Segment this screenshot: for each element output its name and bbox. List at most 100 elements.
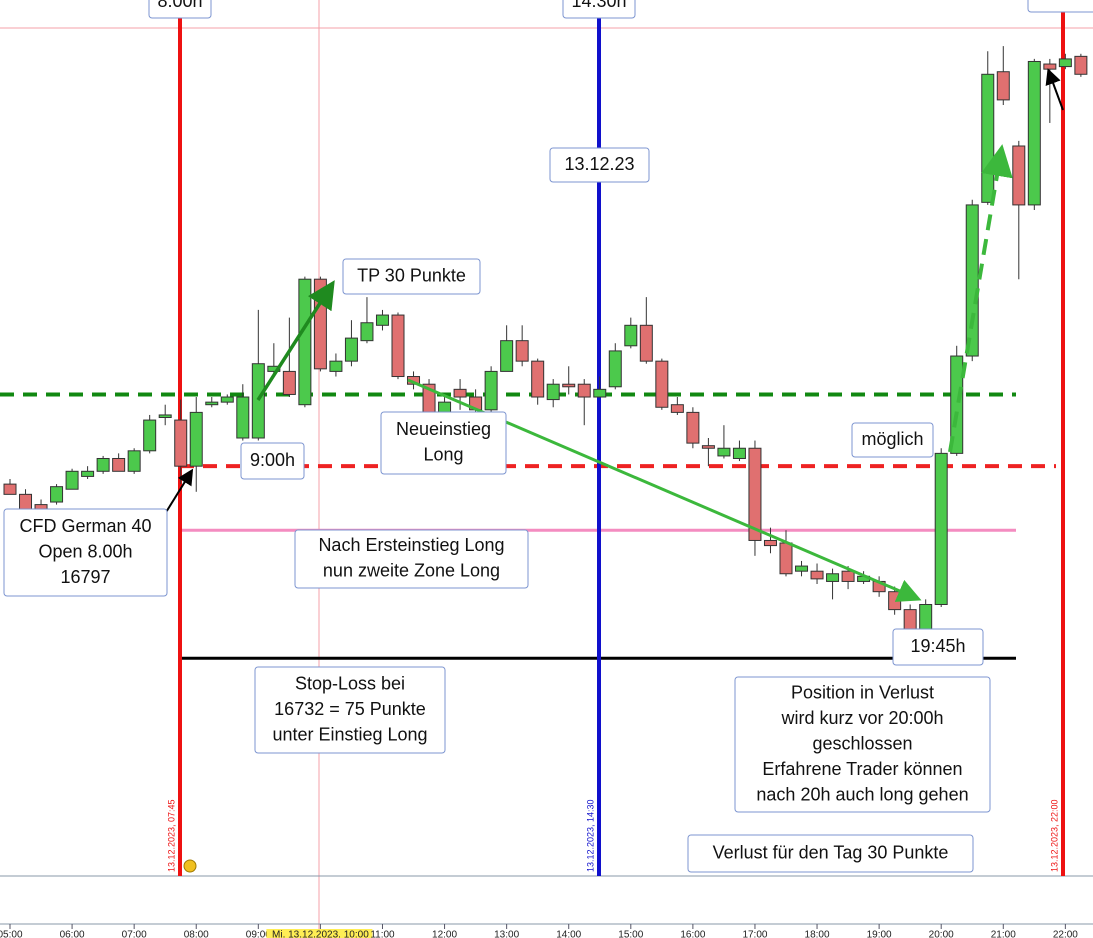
candle-body xyxy=(19,493,33,511)
candle-body xyxy=(50,486,64,503)
x-tick-label: 11:00 xyxy=(370,930,395,938)
candle-body xyxy=(360,322,374,342)
annotation-box xyxy=(294,529,529,589)
candle-body xyxy=(143,419,157,452)
annotation-box xyxy=(734,676,991,813)
candle-body xyxy=(996,71,1010,101)
candle-body xyxy=(484,370,498,411)
annotation-text: unter Einstieg Long xyxy=(272,724,427,744)
annotation-box xyxy=(3,508,168,597)
annotation-text: Open 8.00h xyxy=(38,541,132,561)
x-tick-label: 22:00 xyxy=(1053,930,1078,938)
annotation-text: CFD German 40 xyxy=(19,516,151,536)
candle-body xyxy=(158,414,172,419)
candle-body xyxy=(65,470,79,490)
x-tick-label: 08:00 xyxy=(184,930,209,938)
annotation-box xyxy=(892,628,984,666)
annotation-box xyxy=(687,834,974,873)
candle-body xyxy=(329,360,343,372)
time-axis: 05:00 06:00 07:00 08:00 09:00 Mi. 13.12.2023.… xyxy=(0,924,1078,938)
x-tick-label: 15:00 xyxy=(618,930,643,938)
candle-body xyxy=(127,450,141,472)
label-box xyxy=(562,0,636,19)
annotation-box xyxy=(342,258,481,295)
candle-body xyxy=(686,411,700,444)
candle-body xyxy=(282,370,296,395)
bell-icon xyxy=(183,859,197,873)
candle-body xyxy=(3,483,17,495)
x-tick-label: Mi. 13.12.2023. 10:00 xyxy=(272,930,369,938)
x-tick-label: 13:00 xyxy=(494,930,519,938)
candle-body xyxy=(639,324,653,362)
annotation-text: 16797 xyxy=(60,567,110,587)
candle-body xyxy=(174,419,188,467)
candle-body xyxy=(236,396,250,439)
candle-body xyxy=(531,360,545,398)
x-tick-label: 07:00 xyxy=(122,930,147,938)
x-tick-label: 21:00 xyxy=(991,930,1016,938)
time-tag: 8.00h xyxy=(157,0,202,11)
candle-body xyxy=(298,278,312,406)
annotation-text: 19:45h xyxy=(910,636,965,656)
candle-body xyxy=(375,314,389,326)
annotations: 8.00h 14:30h 13.12.23 TP 30 Punkte Neueinsti… xyxy=(3,0,1093,873)
candle-body xyxy=(670,404,684,413)
candle-body xyxy=(81,470,95,477)
candle-body xyxy=(701,445,715,449)
annotation-text: Long xyxy=(423,445,463,465)
arrow xyxy=(948,144,1013,453)
candle-body xyxy=(608,350,622,388)
candle-body xyxy=(732,447,746,459)
annotation-text: wird kurz vor 20:00h xyxy=(780,708,943,728)
x-tick-label: 20:00 xyxy=(929,930,954,938)
candle-body xyxy=(562,383,576,388)
annotation-text: Nach Ersteinstieg Long xyxy=(318,535,504,555)
alert-icon xyxy=(183,859,197,873)
annotation-text: möglich xyxy=(861,429,923,449)
x-tick-label: 05:00 xyxy=(0,930,23,938)
x-tick-label: 18:00 xyxy=(805,930,830,938)
candle-body xyxy=(655,360,669,408)
annotation-text: 9:00h xyxy=(250,450,295,470)
candle-body xyxy=(593,388,607,398)
annotation-text: 16732 = 75 Punkte xyxy=(274,699,426,719)
candle-body xyxy=(1027,60,1041,206)
x-tick-highlight xyxy=(266,929,373,938)
x-tick-label: 06:00 xyxy=(60,930,85,938)
candle-body xyxy=(391,314,405,378)
candle-body xyxy=(112,457,126,472)
annotation-text: Erfahrene Trader können xyxy=(762,759,962,779)
candle-body xyxy=(717,447,731,457)
candle-body xyxy=(624,324,638,347)
candle-body xyxy=(981,73,995,203)
candle-body xyxy=(934,452,948,605)
x-tick-label: 19:00 xyxy=(867,930,892,938)
candle-body xyxy=(205,401,219,406)
annotation-box xyxy=(851,422,934,458)
candle-body xyxy=(888,591,902,611)
candle-body xyxy=(189,411,203,467)
label-box xyxy=(148,0,212,19)
time-line-label: 13.12.2023, 14:30 xyxy=(585,799,595,872)
candle-body xyxy=(313,278,327,370)
x-tick-label: 14:00 xyxy=(556,930,581,938)
annotation-box xyxy=(549,147,650,183)
candle-body xyxy=(1043,63,1057,70)
time-line-label: 13.12.2023, 22:00 xyxy=(1049,799,1059,872)
annotation-text: Verlust für den Tag 30 Punkte xyxy=(713,842,949,862)
candle-body xyxy=(1058,58,1072,68)
candle-body xyxy=(810,570,824,580)
candle-body xyxy=(344,337,358,362)
candle-body xyxy=(965,204,979,357)
annotation-box xyxy=(240,442,305,480)
annotation-text: Stop-Loss bei xyxy=(295,673,405,693)
annotation-text: nach 20h auch long gehen xyxy=(756,784,968,804)
time-tag: 14:30h xyxy=(571,0,626,11)
candle-body xyxy=(1012,145,1026,206)
annotation-box xyxy=(380,411,507,475)
candle-body xyxy=(220,396,234,403)
